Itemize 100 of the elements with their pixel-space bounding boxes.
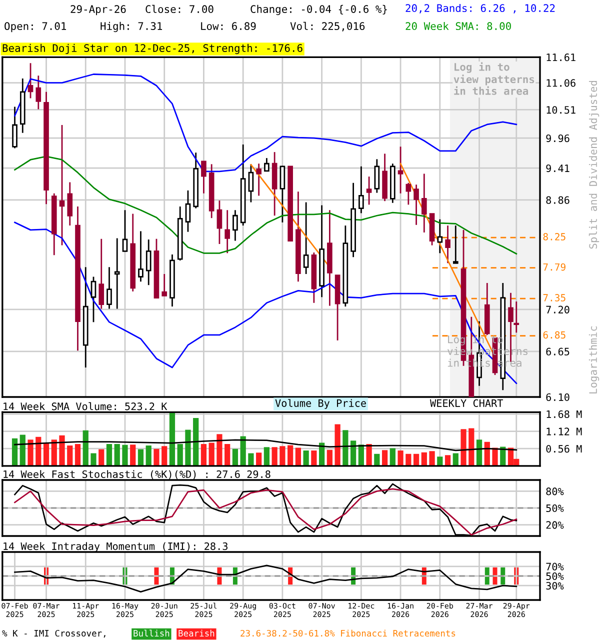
- y-tick-label: 50%: [546, 504, 564, 512]
- bar: [20, 434, 26, 466]
- bar: [74, 444, 81, 466]
- bar: [12, 438, 18, 466]
- bar: [444, 455, 451, 466]
- bar: [130, 444, 136, 466]
- line-series: [14, 564, 518, 593]
- candlestick: [437, 218, 443, 254]
- bar: [193, 418, 199, 466]
- text: Bearish Doji Star on 12-Dec-25, Strength: -176.6: [2, 44, 302, 54]
- bar: [122, 444, 128, 466]
- candlestick: [114, 238, 120, 310]
- bar: [224, 444, 230, 466]
- bar: [366, 444, 372, 466]
- text: Bullish: [134, 630, 170, 637]
- y-tick-label: 6.65: [546, 348, 570, 356]
- text: WEEKLY CHART: [430, 399, 504, 407]
- y-tick-label: 10.51: [546, 106, 576, 114]
- chart-title: 14 Week Intraday Momentum (IMI): 28.3: [4, 542, 228, 552]
- bar: [311, 450, 317, 466]
- bar: [248, 453, 254, 466]
- candlestick: [67, 182, 73, 226]
- text: 20 Week SMA: 8.00: [406, 22, 511, 30]
- bar: [390, 448, 396, 466]
- chart-title: 14 Week Fast Stochastic (%K)(%D) : 27.6 29.8: [4, 470, 270, 480]
- bar: [492, 448, 498, 466]
- bar: [295, 448, 302, 466]
- candlestick: [122, 209, 128, 252]
- bar: [460, 429, 466, 466]
- bar: [272, 447, 278, 466]
- bar: [303, 450, 309, 466]
- bar: [154, 448, 160, 466]
- candlestick: [366, 176, 372, 206]
- candlestick: [374, 158, 380, 194]
- bar: [98, 449, 104, 466]
- text: Split and Dividend Adjusted: [588, 80, 600, 249]
- y-tick-label: 0.56 M: [546, 444, 582, 453]
- text: Close: 7.00: [146, 4, 214, 14]
- candlestick: [358, 166, 364, 214]
- bar: [342, 430, 348, 466]
- candlestick: [162, 273, 168, 296]
- bar: [67, 446, 73, 466]
- bar: [476, 440, 482, 466]
- y-tick-label: 50%: [546, 572, 564, 580]
- chart-title: 14 Week SMA Volume: 523.2 K: [4, 402, 168, 410]
- candlestick: [138, 230, 144, 282]
- bar: [288, 445, 294, 466]
- text: High: 7.31: [100, 22, 162, 32]
- candlestick: [514, 300, 520, 334]
- bar: [280, 446, 286, 466]
- candlestick: [185, 190, 191, 233]
- bar: [429, 451, 435, 466]
- candlestick: [28, 62, 34, 99]
- text: Bearish: [178, 630, 214, 637]
- bar: [106, 444, 112, 466]
- bar: [43, 442, 50, 466]
- candlestick: [201, 160, 206, 194]
- text: 29-Apr-26: [70, 5, 126, 16]
- y-tick-label: 11.61: [546, 54, 576, 62]
- candlestick: [280, 165, 286, 224]
- bar: [28, 440, 34, 466]
- y-tick-label: 7.20: [546, 306, 570, 314]
- y-tick-label: 8.86: [546, 196, 570, 204]
- bar: [114, 444, 120, 466]
- line-series: [14, 156, 518, 255]
- bar: [232, 448, 238, 466]
- bar: [59, 435, 65, 466]
- text: Low: 6.89: [201, 22, 256, 30]
- bar: [162, 446, 168, 466]
- y-tick-label: 30%: [546, 582, 564, 590]
- bar: [264, 447, 270, 466]
- bar: [82, 430, 88, 466]
- bar: [240, 436, 246, 466]
- text: Change: -0.04 {-0.6 %}: [250, 4, 387, 16]
- candlestick: [90, 276, 96, 323]
- y-tick-label: 6.10: [546, 393, 570, 402]
- candlestick: [98, 238, 104, 310]
- line-series: [14, 439, 518, 452]
- y-tick-label: 1.12 M: [546, 428, 582, 436]
- candlestick: [146, 238, 152, 286]
- text: Open: 7.01: [4, 22, 66, 32]
- bar: [36, 436, 42, 466]
- candlestick: [36, 74, 42, 110]
- band-label: Log in to view patterns in this area: [454, 62, 534, 95]
- bar: [185, 430, 191, 466]
- y-tick-label: 11.06: [546, 79, 576, 87]
- ref-line-label: 7.79: [543, 263, 566, 271]
- candlestick: [452, 224, 458, 264]
- text: % K - IMI Crossover,: [2, 630, 106, 638]
- bar: [177, 444, 183, 466]
- candlestick: [421, 173, 427, 234]
- ref-line-label: 6.85: [543, 331, 566, 339]
- text: Vol: 225,016: [290, 22, 365, 32]
- bar: [350, 440, 356, 466]
- bar: [138, 449, 144, 466]
- candlestick: [256, 162, 262, 196]
- bar: [256, 452, 262, 466]
- bar: [334, 424, 340, 466]
- bar: [169, 412, 176, 466]
- y-tick-label: 70%: [546, 562, 564, 570]
